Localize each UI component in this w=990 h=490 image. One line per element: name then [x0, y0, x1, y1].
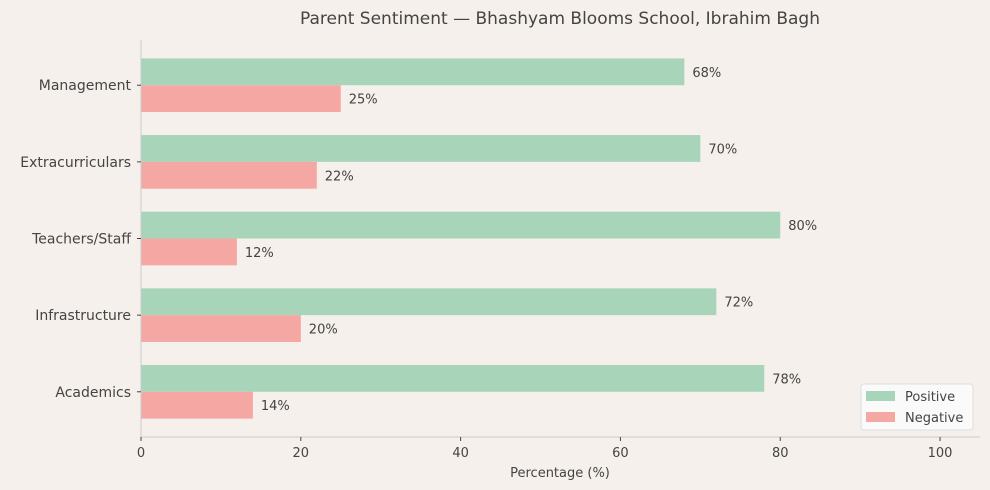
- y-tick-label: Infrastructure: [35, 308, 131, 324]
- bar-positive-academics: [141, 364, 765, 392]
- data-label: 80%: [788, 219, 817, 234]
- bar-negative-teachers-staff: [141, 238, 237, 266]
- x-tick-label: 20: [293, 446, 310, 461]
- y-tick-label: Management: [39, 78, 132, 94]
- x-tick-label: 80: [772, 446, 789, 461]
- x-tick-label: 100: [928, 446, 953, 461]
- bar-positive-management: [141, 58, 685, 86]
- y-tick-label: Extracurriculars: [20, 155, 131, 171]
- data-label: 70%: [708, 142, 737, 157]
- legend-swatch-positive: [866, 391, 895, 401]
- data-label: 20%: [309, 323, 338, 338]
- data-label: 22%: [325, 169, 354, 184]
- y-tick-label: Teachers/Staff: [31, 232, 131, 248]
- legend-swatch-negative: [866, 412, 895, 422]
- x-axis-label: Percentage (%): [510, 466, 610, 481]
- y-tick-label: Academics: [55, 385, 131, 401]
- bar-negative-management: [141, 85, 341, 113]
- bar-positive-teachers-staff: [141, 211, 781, 239]
- x-tick-label: 40: [452, 446, 469, 461]
- legend-label-negative: Negative: [905, 411, 963, 426]
- chart-title: Parent Sentiment — Bhashyam Blooms Schoo…: [300, 9, 820, 29]
- data-label: 25%: [349, 93, 378, 108]
- data-label: 68%: [692, 66, 721, 81]
- bar-negative-extracurriculars: [141, 161, 317, 189]
- data-label: 78%: [772, 372, 801, 387]
- x-tick-label: 60: [612, 446, 629, 461]
- data-label: 14%: [261, 399, 290, 414]
- data-label: 72%: [724, 296, 753, 311]
- data-label: 12%: [245, 246, 274, 261]
- bar-positive-infrastructure: [141, 288, 717, 316]
- legend-label-positive: Positive: [905, 390, 955, 405]
- legend: Positive Negative: [860, 383, 974, 431]
- bar-negative-academics: [141, 391, 253, 419]
- bar-positive-extracurriculars: [141, 135, 701, 162]
- x-tick-label: 0: [137, 446, 145, 461]
- bar-negative-infrastructure: [141, 315, 301, 342]
